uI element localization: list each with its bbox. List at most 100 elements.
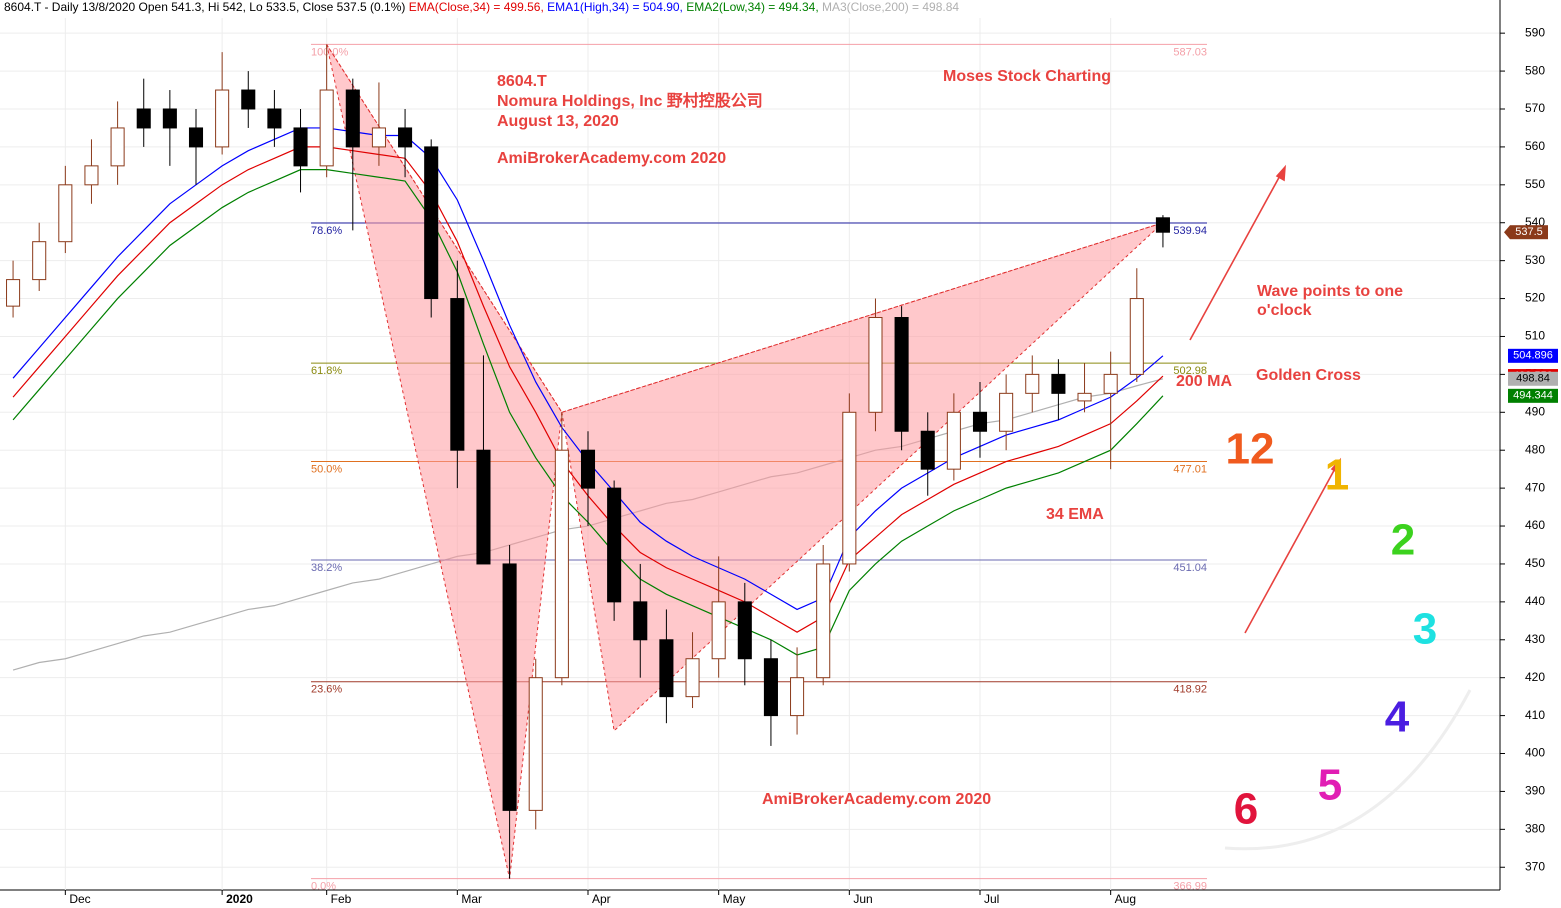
candle-body	[580, 449, 596, 489]
arrow	[1244, 464, 1338, 634]
fib-label: 23.6%	[311, 684, 342, 696]
x-tick-label: Mar	[461, 892, 482, 906]
x-tick-label: Feb	[331, 892, 352, 906]
fib-value: 539.94	[1173, 225, 1207, 237]
fib-label: 38.2%	[311, 562, 342, 574]
y-tick-label: 590	[1525, 25, 1545, 39]
x-tick-label: Jun	[853, 892, 872, 906]
y-tick-label: 490	[1525, 404, 1545, 418]
candle-body	[528, 677, 543, 811]
candle-body	[842, 411, 857, 565]
fib-value: 502.98	[1173, 365, 1207, 377]
annotation: 200 MA	[1176, 373, 1232, 390]
clock-number: 6	[1234, 785, 1258, 834]
candle-body	[6, 279, 21, 307]
y-tick-label: 430	[1525, 632, 1545, 646]
candle-body	[58, 184, 73, 243]
y-tick-label: 450	[1525, 556, 1545, 570]
price-badge	[1508, 388, 1558, 403]
candle-body	[685, 658, 700, 698]
candle-body	[293, 127, 308, 167]
annotation: 8604.T	[497, 73, 547, 90]
annotation: 34 EMA	[1046, 506, 1104, 523]
candle-body	[241, 89, 256, 110]
candle-body	[790, 677, 805, 717]
candle-body	[763, 658, 778, 717]
candle-body	[711, 601, 726, 660]
fib-label: 0.0%	[311, 881, 336, 893]
clock-arc	[1224, 689, 1472, 851]
badge-pointer	[1504, 225, 1510, 240]
candle-body	[607, 487, 622, 603]
price-badge-label: 498.84	[1516, 373, 1550, 385]
candle-body	[267, 108, 282, 129]
header-text: MA3(Close,200) = 498.84	[822, 0, 959, 14]
clock: 12 12 345 6	[1226, 425, 1438, 834]
y-tick-label: 480	[1525, 442, 1545, 456]
header-text: EMA1(High,34) = 504.90,	[547, 0, 683, 14]
y-tick-label: 520	[1525, 291, 1545, 305]
candle-body	[1129, 298, 1144, 375]
y-tick-label: 580	[1525, 63, 1545, 77]
fib-label: 50.0%	[311, 463, 342, 475]
candle-body	[1051, 373, 1066, 394]
candle-body	[476, 449, 491, 565]
clock-number: 2	[1391, 516, 1415, 565]
header-text: EMA(Close,34) = 499.56,	[409, 0, 544, 14]
candle-body	[1077, 392, 1092, 402]
candle-body	[1155, 217, 1170, 233]
annotation: AmiBrokerAcademy.com 2020	[497, 150, 726, 167]
fib-value: 418.92	[1173, 684, 1207, 696]
price-badge	[1510, 225, 1548, 240]
y-tick-label: 560	[1525, 139, 1545, 153]
annotation: Wave points to one	[1257, 283, 1403, 300]
clock-number: 12	[1226, 425, 1275, 474]
price-badge-label: 494.344	[1513, 390, 1553, 402]
y-tick-label: 460	[1525, 518, 1545, 532]
candle-body	[946, 411, 961, 470]
candle-body	[136, 108, 151, 129]
y-tick-label: 370	[1525, 859, 1545, 873]
candle-body	[633, 601, 648, 641]
candle-body	[972, 411, 988, 432]
candle-body	[737, 601, 752, 660]
y-tick-label: 410	[1525, 708, 1545, 722]
fib-value: 366.99	[1173, 881, 1207, 893]
fib-label: 78.6%	[311, 225, 342, 237]
candle-body	[659, 639, 674, 698]
arrow-head	[1330, 457, 1341, 475]
annotation: AmiBrokerAcademy.com 2020	[762, 791, 991, 808]
candle-body	[868, 317, 883, 413]
header: 8604.T - Daily 13/8/2020 Open 541.3, Hi …	[4, 0, 959, 14]
y-tick-label: 510	[1525, 329, 1545, 343]
candle-body	[398, 127, 413, 148]
price-badge-label: 537.5	[1515, 226, 1543, 238]
candle-body	[110, 127, 125, 167]
fib-label: 61.8%	[311, 365, 342, 377]
arrow-head	[1275, 164, 1286, 182]
candle-body	[502, 563, 517, 811]
fib-value: 477.01	[1173, 463, 1207, 475]
candle-body	[920, 430, 935, 470]
annotation: o'clock	[1257, 302, 1312, 319]
annotation: Golden Cross	[1256, 367, 1361, 384]
price-badge-label: 504.896	[1513, 350, 1553, 362]
clock-number: 5	[1318, 761, 1342, 810]
y-tick-label: 530	[1525, 253, 1545, 267]
candle-body	[554, 449, 569, 679]
x-tick-label: May	[723, 892, 746, 906]
price-badge	[1508, 348, 1558, 363]
candle-body	[215, 89, 230, 148]
header-text: 8604.T - Daily 13/8/2020 Open 541.3, Hi …	[4, 0, 405, 14]
y-tick-label: 440	[1525, 594, 1545, 608]
fib-value: 587.03	[1173, 46, 1207, 58]
candle-body	[894, 317, 909, 432]
y-tick-label: 380	[1525, 822, 1545, 836]
candle-body	[319, 89, 334, 167]
arrow	[1189, 171, 1283, 341]
price-badge	[1508, 371, 1558, 386]
y-tick-label: 420	[1525, 670, 1545, 684]
candle-body	[424, 146, 439, 300]
